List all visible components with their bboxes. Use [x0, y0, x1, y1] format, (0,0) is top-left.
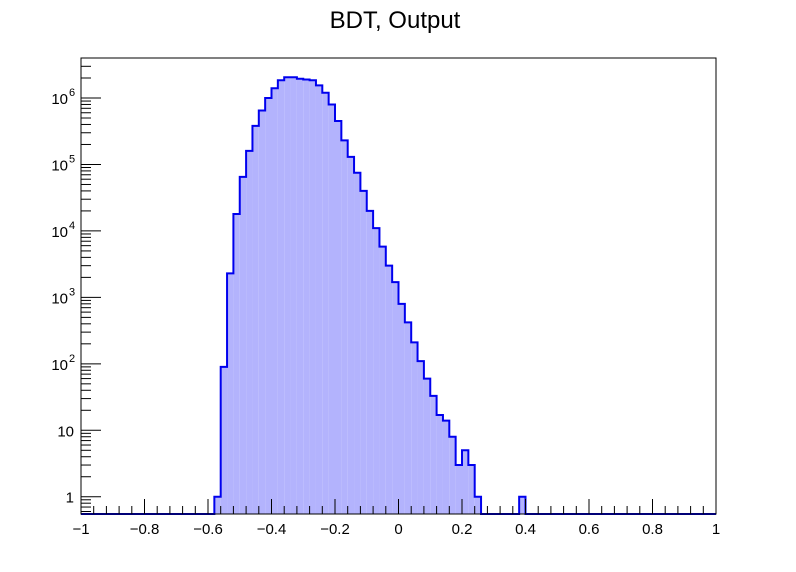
histogram-bar [385, 265, 393, 514]
y-tick-exponent: 3 [69, 286, 75, 298]
x-tick-label: 0.4 [515, 521, 536, 538]
chart-title: BDT, Output [330, 7, 461, 34]
x-tick-label: −0.6 [193, 521, 223, 538]
histogram-bar [423, 378, 431, 514]
histogram-bar [354, 172, 361, 515]
x-tick-label: −1 [72, 521, 89, 538]
x-tick-label: 0.2 [452, 521, 473, 538]
histogram-bar [455, 465, 462, 514]
histogram-bar [214, 496, 221, 514]
histogram-bar [290, 77, 297, 514]
x-tick-label: 0.6 [579, 521, 600, 538]
x-tick-label: −0.4 [257, 521, 287, 538]
histogram-bar [366, 210, 374, 514]
histogram-bar [233, 213, 240, 515]
histogram-bar [379, 246, 386, 514]
histogram-bar [519, 496, 526, 514]
histogram-bar [335, 121, 342, 515]
histogram-bar [315, 85, 323, 514]
y-tick-exponent: 2 [69, 353, 75, 365]
histogram-bar [449, 436, 456, 514]
y-tick-label: 10 [51, 357, 68, 374]
histogram-bar [474, 496, 482, 514]
histogram-bar [322, 92, 329, 515]
y-tick-exponent: 4 [69, 220, 75, 232]
x-tick-label: 0.8 [642, 521, 663, 538]
histogram-bar [360, 190, 367, 514]
x-tick-label: −0.2 [320, 521, 350, 538]
y-tick-label: 1 [66, 490, 74, 507]
histogram-bar [252, 125, 259, 515]
histogram-bar [373, 228, 380, 514]
histogram-bar [468, 465, 475, 514]
histogram-bar [411, 342, 418, 514]
y-tick-label: 10 [51, 290, 68, 307]
histogram-bar [239, 176, 247, 514]
histogram-bar [398, 303, 405, 514]
y-tick-label: 10 [51, 91, 68, 108]
histogram-bar [246, 150, 253, 514]
x-tick-label: 1 [712, 521, 720, 538]
y-tick-label: 10 [57, 423, 74, 440]
y-tick-exponent: 6 [69, 87, 75, 99]
histogram-bar [341, 140, 348, 514]
histogram-bar [392, 282, 399, 514]
histogram-bar [462, 450, 469, 514]
x-tick-label: 0 [394, 521, 402, 538]
histogram-bar [442, 420, 450, 514]
histogram-bar [258, 110, 266, 514]
histogram-bar [436, 414, 443, 514]
histogram-bar [227, 273, 234, 514]
histogram-bar [417, 361, 424, 514]
histogram-bar [404, 322, 412, 514]
histogram-bar [303, 79, 310, 515]
histogram-bar [430, 395, 437, 514]
histogram-bar [309, 80, 316, 515]
histogram-bar [284, 77, 291, 514]
y-tick-label: 10 [51, 157, 68, 174]
y-tick-exponent: 5 [69, 153, 75, 165]
histogram-bar [328, 104, 335, 514]
histogram-bar [277, 80, 285, 515]
x-tick-label: −0.8 [130, 521, 160, 538]
histogram-bar [265, 98, 272, 515]
histogram-bar [271, 88, 278, 514]
histogram-bar [296, 78, 304, 515]
y-tick-label: 10 [51, 224, 68, 241]
histogram-bar [347, 156, 355, 514]
histogram-bar [220, 366, 228, 514]
